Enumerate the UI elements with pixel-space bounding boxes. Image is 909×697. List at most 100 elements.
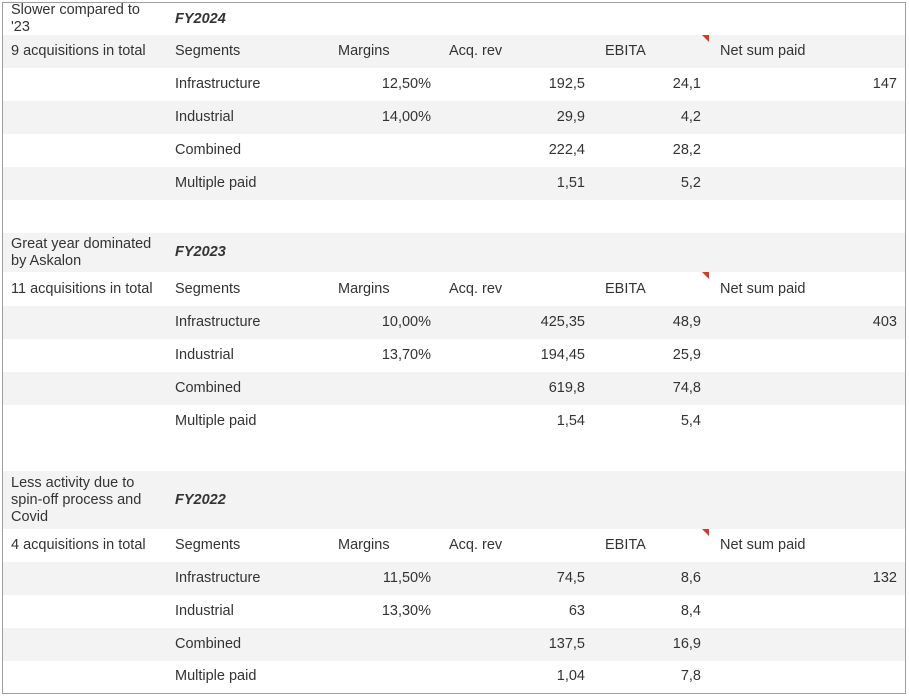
ebita-cell[interactable]: 74,8 <box>672 380 701 396</box>
table-row[interactable]: Industrial 13,70% 194,45 25,9 <box>3 339 905 372</box>
header-net-sum-paid[interactable]: Net sum paid <box>720 537 806 553</box>
header-net-sum-paid[interactable]: Net sum paid <box>720 280 806 297</box>
header-acq-rev[interactable]: Acq. rev <box>449 537 503 553</box>
margin-cell[interactable] <box>328 661 439 691</box>
net-sum-cell[interactable] <box>709 372 905 405</box>
comment-marker-icon[interactable] <box>702 529 709 536</box>
segment-cell[interactable]: Infrastructure <box>175 76 261 92</box>
table-row[interactable]: Combined 222,4 28,2 <box>3 134 905 167</box>
table-row[interactable]: Combined 137,5 16,9 <box>3 628 905 661</box>
header-margins[interactable]: Margins <box>338 280 390 297</box>
ebita-cell[interactable]: 48,9 <box>672 314 701 330</box>
acq-rev-cell[interactable]: 222,4 <box>548 142 585 158</box>
acq-rev-cell[interactable]: 619,8 <box>548 380 585 396</box>
header-acq-rev[interactable]: Acq. rev <box>449 280 503 297</box>
segment-cell[interactable]: Industrial <box>175 347 234 363</box>
acq-rev-cell[interactable]: 63 <box>568 603 585 619</box>
segment-cell[interactable]: Multiple paid <box>175 667 257 684</box>
empty-row[interactable] <box>3 200 905 233</box>
net-sum-cell[interactable] <box>709 405 905 438</box>
acquisition-count[interactable]: 11 acquisitions in total <box>11 280 153 297</box>
acq-rev-cell[interactable]: 137,5 <box>548 636 585 652</box>
acq-rev-cell[interactable]: 194,45 <box>540 347 585 363</box>
acq-rev-cell[interactable]: 425,35 <box>540 314 585 330</box>
fiscal-year[interactable]: FY2022 <box>175 491 226 508</box>
margin-cell[interactable] <box>328 134 439 167</box>
net-sum-cell[interactable] <box>709 134 905 167</box>
acq-rev-cell[interactable]: 29,9 <box>556 109 585 125</box>
margin-cell[interactable]: 13,30% <box>381 603 431 619</box>
ebita-cell[interactable]: 8,4 <box>680 603 701 619</box>
acq-rev-cell[interactable]: 192,5 <box>548 76 585 92</box>
empty-row[interactable] <box>3 438 905 471</box>
header-segments[interactable]: Segments <box>175 43 241 59</box>
ebita-cell[interactable]: 24,1 <box>672 76 701 92</box>
header-segments[interactable]: Segments <box>175 280 241 297</box>
ebita-cell[interactable]: 8,6 <box>680 570 701 586</box>
net-sum-cell[interactable]: 403 <box>872 314 897 330</box>
segment-cell[interactable]: Multiple paid <box>175 413 257 429</box>
segment-cell[interactable]: Combined <box>175 142 242 158</box>
acq-rev-cell[interactable]: 1,54 <box>556 413 585 429</box>
ebita-cell[interactable]: 7,8 <box>680 667 701 684</box>
net-sum-cell[interactable] <box>709 101 905 134</box>
table-row[interactable]: Industrial 14,00% 29,9 4,2 <box>3 101 905 134</box>
net-sum-cell[interactable]: 132 <box>872 570 897 586</box>
table-row[interactable]: Multiple paid 1,51 5,2 <box>3 167 905 200</box>
table-row[interactable]: Infrastructure 11,50% 74,5 8,6 132 <box>3 562 905 595</box>
net-sum-cell[interactable] <box>709 167 905 200</box>
acq-rev-cell[interactable]: 1,51 <box>556 175 585 191</box>
section-title-row[interactable]: Great year dominated by Askalon FY2023 <box>3 233 905 272</box>
net-sum-cell[interactable] <box>709 628 905 661</box>
margin-cell[interactable]: 13,70% <box>381 347 431 363</box>
ebita-cell[interactable]: 25,9 <box>672 347 701 363</box>
section-title-row[interactable]: Slower compared to '23 FY2024 <box>3 3 905 35</box>
header-margins[interactable]: Margins <box>338 537 390 553</box>
table-row[interactable]: Multiple paid 1,04 7,8 <box>3 661 905 691</box>
fiscal-year[interactable]: FY2024 <box>175 10 226 27</box>
comment-marker-icon[interactable] <box>702 35 709 42</box>
table-row[interactable]: Infrastructure 10,00% 425,35 48,9 403 <box>3 306 905 339</box>
segment-cell[interactable]: Infrastructure <box>175 570 261 586</box>
acquisition-count[interactable]: 9 acquisitions in total <box>11 43 146 59</box>
table-row[interactable]: Multiple paid 1,54 5,4 <box>3 405 905 438</box>
margin-cell[interactable]: 14,00% <box>381 109 431 125</box>
ebita-cell[interactable]: 5,4 <box>680 413 701 429</box>
margin-cell[interactable] <box>328 167 439 200</box>
header-acq-rev[interactable]: Acq. rev <box>449 43 503 59</box>
comment-marker-icon[interactable] <box>702 272 709 279</box>
header-ebita[interactable]: EBITA <box>593 529 709 562</box>
segment-cell[interactable]: Infrastructure <box>175 314 261 330</box>
segment-cell[interactable]: Combined <box>175 380 242 396</box>
margin-cell[interactable]: 11,50% <box>382 570 431 586</box>
table-row[interactable]: Infrastructure 12,50% 192,5 24,1 147 <box>3 68 905 101</box>
acquisition-count[interactable]: 4 acquisitions in total <box>11 537 146 553</box>
table-row[interactable]: Combined 619,8 74,8 <box>3 372 905 405</box>
header-ebita[interactable]: EBITA <box>593 272 709 306</box>
ebita-cell[interactable]: 28,2 <box>672 142 701 158</box>
segment-cell[interactable]: Combined <box>175 636 242 652</box>
acq-rev-cell[interactable]: 74,5 <box>556 570 585 586</box>
segment-cell[interactable]: Industrial <box>175 109 234 125</box>
header-row[interactable]: 11 acquisitions in total Segments Margin… <box>3 272 905 306</box>
margin-cell[interactable] <box>328 628 439 661</box>
acq-rev-cell[interactable]: 1,04 <box>556 667 585 684</box>
header-segments[interactable]: Segments <box>175 537 241 553</box>
segment-cell[interactable]: Multiple paid <box>175 175 257 191</box>
margin-cell[interactable]: 12,50% <box>381 76 431 92</box>
section-title-row[interactable]: Less activity due to spin-off process an… <box>3 471 905 529</box>
header-margins[interactable]: Margins <box>338 43 390 59</box>
net-sum-cell[interactable] <box>709 661 905 691</box>
margin-cell[interactable] <box>328 405 439 438</box>
header-row[interactable]: 4 acquisitions in total Segments Margins… <box>3 529 905 562</box>
net-sum-cell[interactable] <box>709 339 905 372</box>
margin-cell[interactable] <box>328 372 439 405</box>
section-note[interactable]: Slower compared to '23 <box>11 2 140 35</box>
ebita-cell[interactable]: 4,2 <box>680 109 701 125</box>
header-net-sum-paid[interactable]: Net sum paid <box>720 43 806 59</box>
fiscal-year[interactable]: FY2023 <box>175 244 226 260</box>
header-row[interactable]: 9 acquisitions in total Segments Margins… <box>3 35 905 68</box>
table-row[interactable]: Industrial 13,30% 63 8,4 <box>3 595 905 628</box>
net-sum-cell[interactable]: 147 <box>872 76 897 92</box>
header-ebita[interactable]: EBITA <box>593 35 709 68</box>
